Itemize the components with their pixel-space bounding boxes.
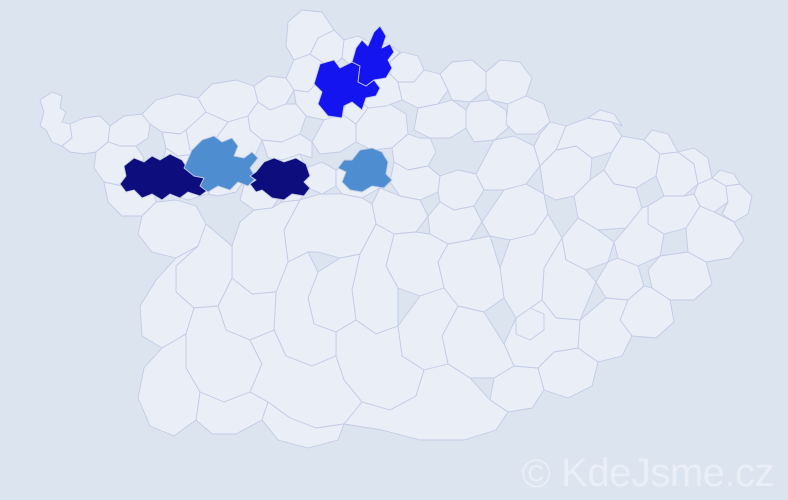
district-east-filler-5[interactable] xyxy=(711,169,741,187)
district-highlight-beroun[interactable] xyxy=(249,157,311,201)
district-rychnov[interactable] xyxy=(505,95,551,135)
district-hradec-kralove[interactable] xyxy=(465,99,509,143)
copyright-icon: © xyxy=(521,452,551,496)
district-east-filler-2[interactable] xyxy=(587,109,623,127)
district-pribram[interactable] xyxy=(231,199,301,295)
district-highlight-liberec[interactable] xyxy=(351,25,395,87)
district-vsetin[interactable] xyxy=(647,251,713,301)
district-highlight-plzen-sever[interactable] xyxy=(119,153,211,201)
watermark-text: KdeJsme.cz xyxy=(561,451,774,495)
district-cesky-krumlov[interactable] xyxy=(137,333,201,437)
district-highlight-rakovnik[interactable] xyxy=(183,135,259,193)
district-east-filler-1[interactable] xyxy=(533,121,567,167)
watermark: © KdeJsme.cz xyxy=(521,451,775,496)
district-east-filler-3[interactable] xyxy=(643,129,679,155)
district-layer-highlight xyxy=(119,25,395,201)
district-prerov[interactable] xyxy=(613,205,665,267)
district-jindrichuv-hradec-south[interactable] xyxy=(343,363,509,441)
district-frydek-mistek[interactable] xyxy=(685,205,745,263)
district-south-filler-2[interactable] xyxy=(261,401,345,449)
district-karvina[interactable] xyxy=(721,183,753,223)
district-highlight-nymburk[interactable] xyxy=(337,147,393,193)
district-layer-base xyxy=(39,9,753,449)
district-decin[interactable] xyxy=(285,9,335,61)
